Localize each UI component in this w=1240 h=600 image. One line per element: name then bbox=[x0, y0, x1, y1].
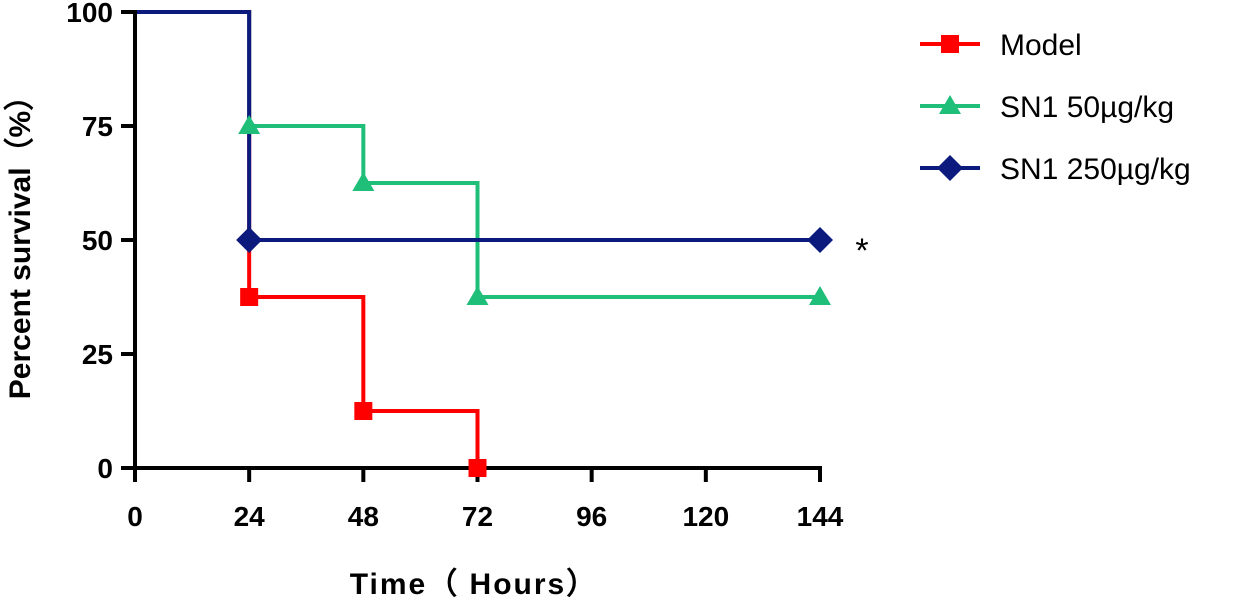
y-tick-label: 0 bbox=[97, 453, 113, 484]
y-tick-label: 25 bbox=[82, 339, 113, 370]
series-1-marker bbox=[354, 402, 373, 420]
x-tick-label: 120 bbox=[682, 501, 729, 532]
series-3-marker bbox=[807, 227, 833, 253]
markers-layer bbox=[236, 115, 833, 477]
y-tick-label: 50 bbox=[82, 225, 113, 256]
x-axis-title: Time（ Hours） bbox=[350, 567, 599, 600]
x-tick-label: 48 bbox=[348, 501, 379, 532]
series-2-marker bbox=[352, 172, 375, 191]
series-1-marker bbox=[240, 288, 259, 306]
significance-annotation: * bbox=[855, 232, 868, 270]
x-tick-label: 144 bbox=[797, 501, 844, 532]
legend-item-2-marker bbox=[939, 95, 961, 114]
series-2-line bbox=[135, 10, 820, 299]
x-tick-label: 96 bbox=[576, 501, 607, 532]
x-tick-label: 0 bbox=[127, 501, 143, 532]
legend-item-1-marker bbox=[941, 35, 959, 53]
x-tick-label: 72 bbox=[462, 501, 493, 532]
legend-item-3-marker bbox=[937, 155, 963, 181]
ticks-layer: 0 25 50 75 100 0 24 48 72 96 120 144 bbox=[66, 0, 844, 532]
legend: Model SN1 50µg/kg SN1 250µg/kg bbox=[920, 29, 1191, 186]
y-tick-label: 75 bbox=[82, 111, 113, 142]
series-3-marker bbox=[236, 227, 263, 253]
y-tick-label: 100 bbox=[66, 0, 113, 28]
legend-item-1-label: Model bbox=[1000, 29, 1082, 62]
legend-item-3-label: SN1 250µg/kg bbox=[1000, 153, 1191, 186]
x-tick-label: 24 bbox=[234, 501, 266, 532]
series-2-marker bbox=[238, 115, 261, 134]
series-1-marker bbox=[468, 459, 487, 477]
series-2-marker bbox=[809, 286, 831, 305]
legend-item-2-label: SN1 50µg/kg bbox=[1000, 91, 1174, 124]
y-axis-title: Percent survival（%） bbox=[3, 81, 37, 399]
series-2-marker bbox=[466, 286, 489, 305]
